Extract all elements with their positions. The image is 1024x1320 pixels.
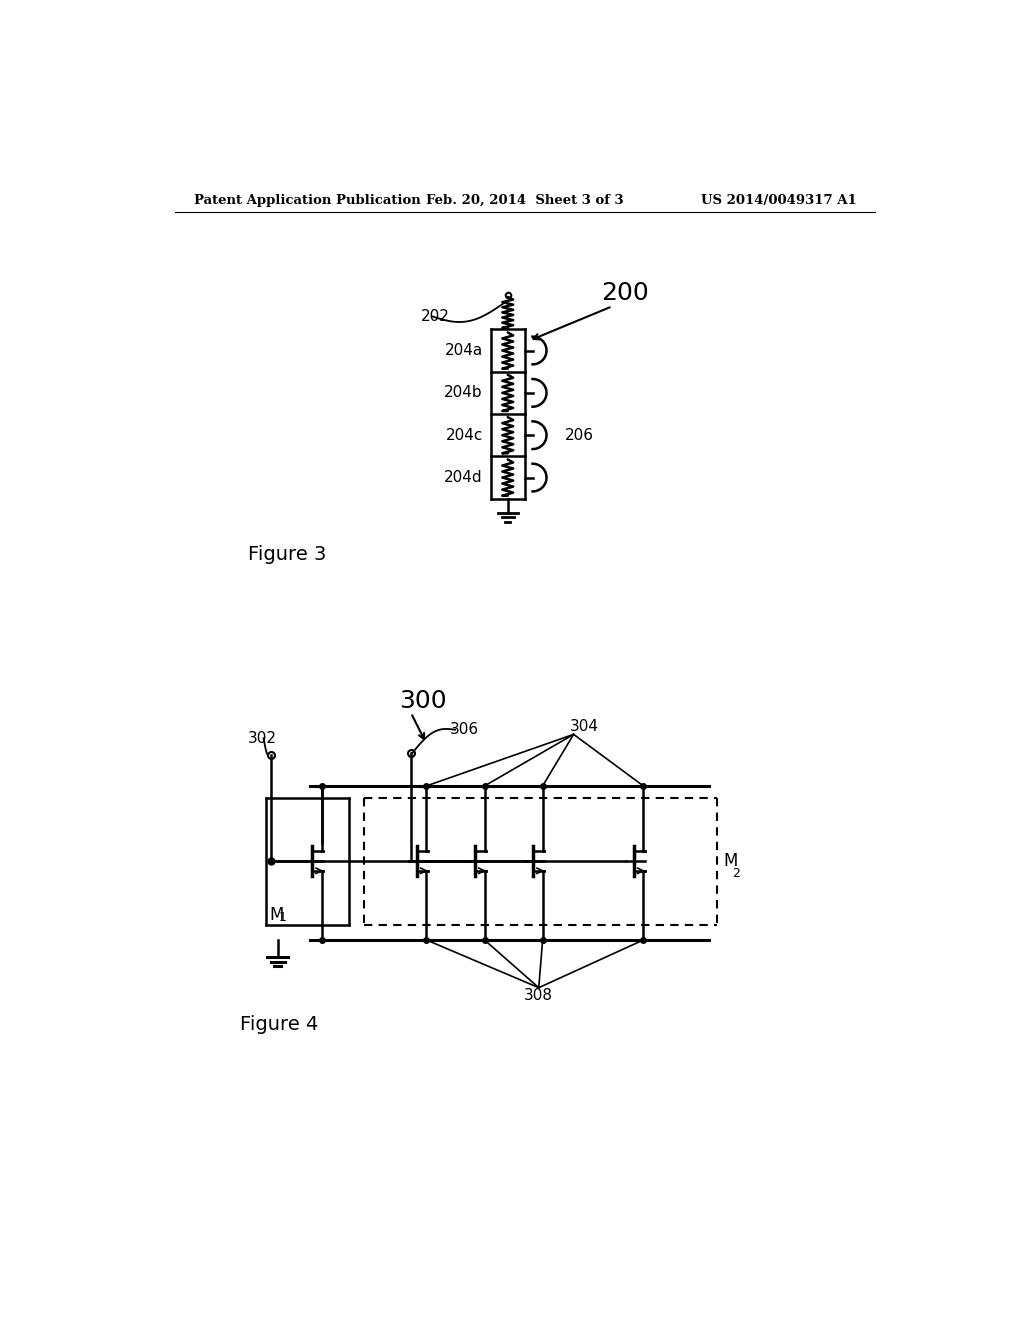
Text: Patent Application Publication: Patent Application Publication xyxy=(194,194,421,207)
Text: Figure 4: Figure 4 xyxy=(241,1015,318,1034)
Text: 204b: 204b xyxy=(444,385,483,400)
Text: Feb. 20, 2014  Sheet 3 of 3: Feb. 20, 2014 Sheet 3 of 3 xyxy=(426,194,624,207)
Text: 300: 300 xyxy=(399,689,446,713)
Text: 308: 308 xyxy=(524,987,553,1003)
Text: 200: 200 xyxy=(601,281,648,305)
Text: 1: 1 xyxy=(280,911,287,924)
Text: 302: 302 xyxy=(248,731,278,746)
Text: 306: 306 xyxy=(450,722,479,738)
Text: 202: 202 xyxy=(421,309,450,323)
Text: 2: 2 xyxy=(732,867,740,880)
Text: M: M xyxy=(723,851,737,870)
Text: 304: 304 xyxy=(569,719,599,734)
Text: Figure 3: Figure 3 xyxy=(248,545,327,565)
Text: 204d: 204d xyxy=(444,470,483,484)
Text: M: M xyxy=(270,907,285,924)
Text: 204c: 204c xyxy=(445,428,483,442)
Text: US 2014/0049317 A1: US 2014/0049317 A1 xyxy=(700,194,856,207)
Text: 204a: 204a xyxy=(444,343,483,358)
Text: 206: 206 xyxy=(565,428,594,442)
